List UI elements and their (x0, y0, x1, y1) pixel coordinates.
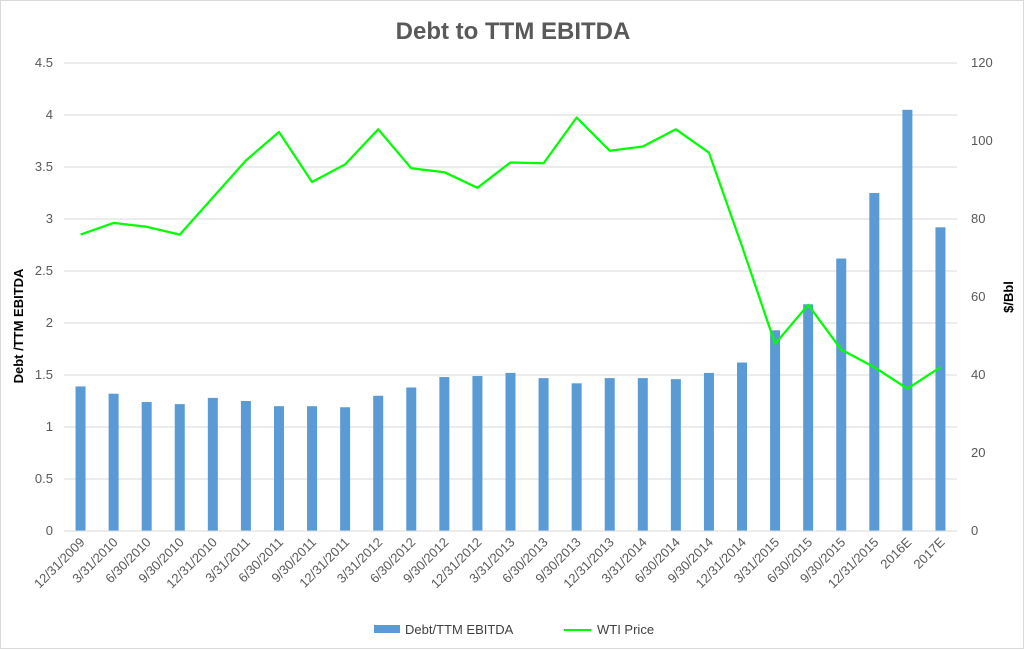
right-axis: 0 20 40 60 80 100 120 (971, 55, 993, 538)
right-tick-label: 60 (971, 289, 985, 304)
right-axis-title: $/Bbl (1001, 281, 1016, 313)
bar-debt-ebitda (637, 378, 648, 531)
bar-debt-ebitda (935, 227, 946, 531)
legend: Debt/TTM EBITDA WTI Price (374, 622, 654, 637)
right-tick-label: 100 (971, 133, 993, 148)
left-tick-label: 0 (46, 523, 53, 538)
bar-debt-ebitda (538, 378, 549, 531)
right-tick-label: 0 (971, 523, 978, 538)
bar-debt-ebitda (373, 395, 384, 531)
bar-debt-ebitda (670, 379, 681, 531)
line-wti-price (80, 116, 942, 390)
left-tick-label: 3.5 (35, 159, 53, 174)
bar-debt-ebitda (770, 330, 781, 531)
bar-debt-ebitda (439, 377, 450, 531)
bar-debt-ebitda (273, 406, 284, 531)
left-tick-label: 2.5 (35, 263, 53, 278)
x-axis: 12/31/20093/31/20106/30/20109/30/201012/… (31, 530, 957, 591)
left-axis-title: Debt /TTM EBITDA (11, 268, 26, 383)
legend-swatch-debt (374, 625, 400, 633)
legend-label-debt: Debt/TTM EBITDA (405, 622, 514, 637)
bar-debt-ebitda (174, 404, 185, 531)
bar-debt-ebitda (737, 362, 748, 531)
bar-debt-ebitda (406, 387, 417, 531)
left-tick-label: 3 (46, 211, 53, 226)
left-tick-label: 4.5 (35, 55, 53, 70)
bar-debt-ebitda (340, 407, 351, 531)
right-tick-label: 20 (971, 445, 985, 460)
bar-debt-ebitda (869, 193, 880, 531)
left-axis: 0 0.5 1 1.5 2 2.5 3 3.5 4 4.5 (35, 55, 53, 538)
bar-debt-ebitda (108, 393, 119, 531)
left-tick-label: 1 (46, 419, 53, 434)
bar-debt-ebitda (307, 406, 318, 531)
bar-debt-ebitda (240, 401, 251, 531)
bar-debt-ebitda (604, 378, 615, 531)
legend-label-wti: WTI Price (597, 622, 654, 637)
x-tick-label: 2016E (877, 534, 914, 571)
bar-debt-ebitda (703, 372, 714, 531)
left-tick-label: 2 (46, 315, 53, 330)
left-tick-label: 1.5 (35, 367, 53, 382)
left-tick-label: 0.5 (35, 471, 53, 486)
bar-debt-ebitda (803, 304, 814, 531)
right-tick-label: 80 (971, 211, 985, 226)
left-tick-label: 4 (46, 107, 53, 122)
right-tick-label: 120 (971, 55, 993, 70)
bar-series (75, 109, 946, 532)
right-tick-label: 40 (971, 367, 985, 382)
bar-debt-ebitda (75, 386, 86, 531)
x-tick-label: 2017E (910, 534, 947, 571)
bar-debt-ebitda (836, 258, 847, 531)
bar-debt-ebitda (141, 402, 152, 531)
bar-debt-ebitda (902, 109, 913, 532)
line-series (80, 116, 942, 390)
chart-title: Debt to TTM EBITDA (396, 18, 631, 45)
bar-debt-ebitda (571, 383, 582, 531)
bar-debt-ebitda (505, 372, 516, 531)
bar-debt-ebitda (207, 397, 218, 531)
bar-debt-ebitda (472, 376, 483, 531)
